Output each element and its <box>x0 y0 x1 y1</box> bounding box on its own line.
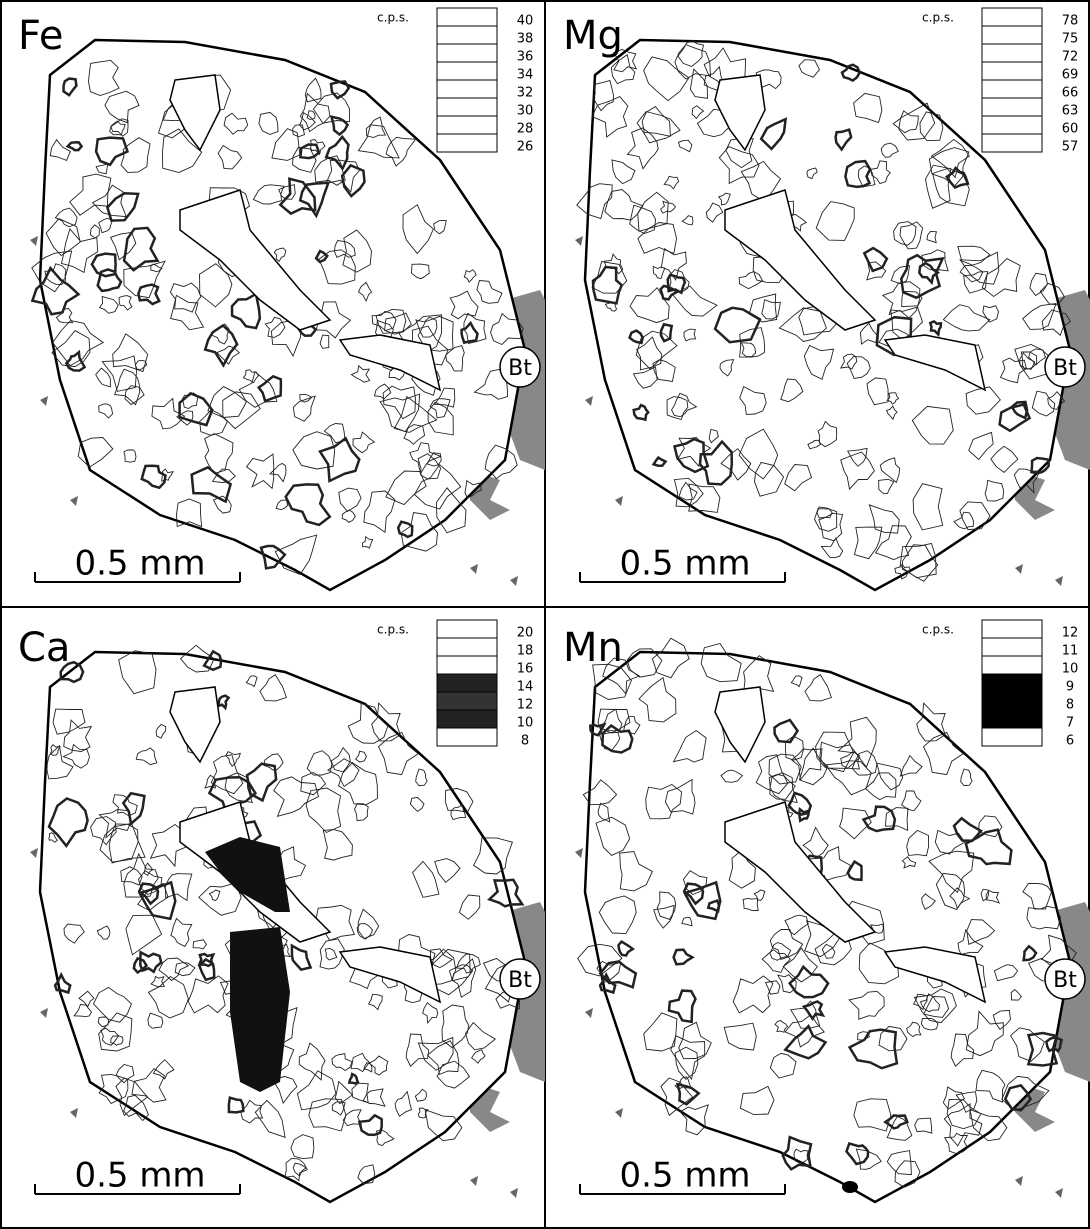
legend-level: 75 <box>1062 32 1079 47</box>
legend-level: 9 <box>1066 680 1074 695</box>
legend-swatch <box>982 692 1042 710</box>
units-label: c.p.s. <box>922 623 954 637</box>
legend-swatch <box>982 80 1042 98</box>
legend-swatch <box>982 638 1042 656</box>
legend-level: 14 <box>517 680 534 695</box>
element-label: Fe <box>18 13 63 59</box>
legend-swatch <box>437 44 497 62</box>
units-label: c.p.s. <box>922 11 954 25</box>
legend-swatch <box>982 728 1042 746</box>
legend-level: 78 <box>1062 14 1079 29</box>
legend-level: 69 <box>1062 68 1079 83</box>
legend-swatch <box>982 656 1042 674</box>
legend-level: 6 <box>1066 734 1074 749</box>
legend-swatch <box>982 620 1042 638</box>
legend-level: 66 <box>1062 86 1079 101</box>
legend-level: 10 <box>517 716 534 731</box>
legend-swatch <box>982 674 1042 692</box>
mineral-label: Bt <box>1053 968 1077 993</box>
legend-swatch <box>982 98 1042 116</box>
legend-level: 11 <box>1062 644 1079 659</box>
legend-swatch <box>982 116 1042 134</box>
mineral-label: Bt <box>1053 356 1077 381</box>
legend-level: 20 <box>517 626 534 641</box>
legend-swatch <box>437 674 497 692</box>
element-label: Ca <box>18 625 70 671</box>
legend-swatch <box>982 8 1042 26</box>
mineral-label: Bt <box>508 968 532 993</box>
legend-level: 26 <box>517 140 534 155</box>
element-label: Mn <box>563 625 623 671</box>
units-label: c.p.s. <box>377 623 409 637</box>
legend-level: 18 <box>517 644 534 659</box>
scale-label: 0.5 mm <box>74 1156 205 1196</box>
legend-level: 8 <box>521 734 529 749</box>
legend-level: 16 <box>517 662 534 677</box>
legend-swatch <box>437 620 497 638</box>
legend-level: 12 <box>517 698 534 713</box>
legend-swatch <box>437 8 497 26</box>
legend-swatch <box>437 116 497 134</box>
high-zone <box>230 927 290 1092</box>
units-label: c.p.s. <box>377 11 409 25</box>
legend-level: 12 <box>1062 626 1079 641</box>
scale-label: 0.5 mm <box>619 1156 750 1196</box>
element-label: Mg <box>563 13 623 59</box>
legend-swatch <box>437 26 497 44</box>
legend-level: 40 <box>517 14 534 29</box>
legend-level: 30 <box>517 104 534 119</box>
high-zone <box>842 1181 858 1193</box>
legend-swatch <box>982 710 1042 728</box>
legend-swatch <box>982 26 1042 44</box>
legend-level: 60 <box>1062 122 1079 137</box>
legend-level: 36 <box>517 50 534 65</box>
legend-swatch <box>982 44 1042 62</box>
figure: Fe Bt c.p.s. 40 38 36 34 32 30 28 26 0.5 mm Mg Bt c.p.… <box>0 0 1090 1229</box>
legend-swatch <box>437 692 497 710</box>
legend-level: 38 <box>517 32 534 47</box>
legend-swatch <box>437 62 497 80</box>
legend-level: 34 <box>517 68 534 83</box>
legend-level: 63 <box>1062 104 1079 119</box>
legend-level: 10 <box>1062 662 1079 677</box>
mineral-label: Bt <box>508 356 532 381</box>
legend-swatch <box>437 134 497 152</box>
legend-swatch <box>982 134 1042 152</box>
legend-swatch <box>437 728 497 746</box>
legend-swatch <box>437 710 497 728</box>
legend-level: 8 <box>1066 698 1074 713</box>
legend-swatch <box>437 80 497 98</box>
legend-level: 32 <box>517 86 534 101</box>
legend-level: 57 <box>1062 140 1079 155</box>
legend-swatch <box>982 62 1042 80</box>
legend-swatch <box>437 638 497 656</box>
legend-level: 28 <box>517 122 534 137</box>
legend-level: 72 <box>1062 50 1079 65</box>
scale-label: 0.5 mm <box>619 544 750 584</box>
scale-label: 0.5 mm <box>74 544 205 584</box>
legend-level: 7 <box>1066 716 1074 731</box>
legend-swatch <box>437 656 497 674</box>
legend-swatch <box>437 98 497 116</box>
